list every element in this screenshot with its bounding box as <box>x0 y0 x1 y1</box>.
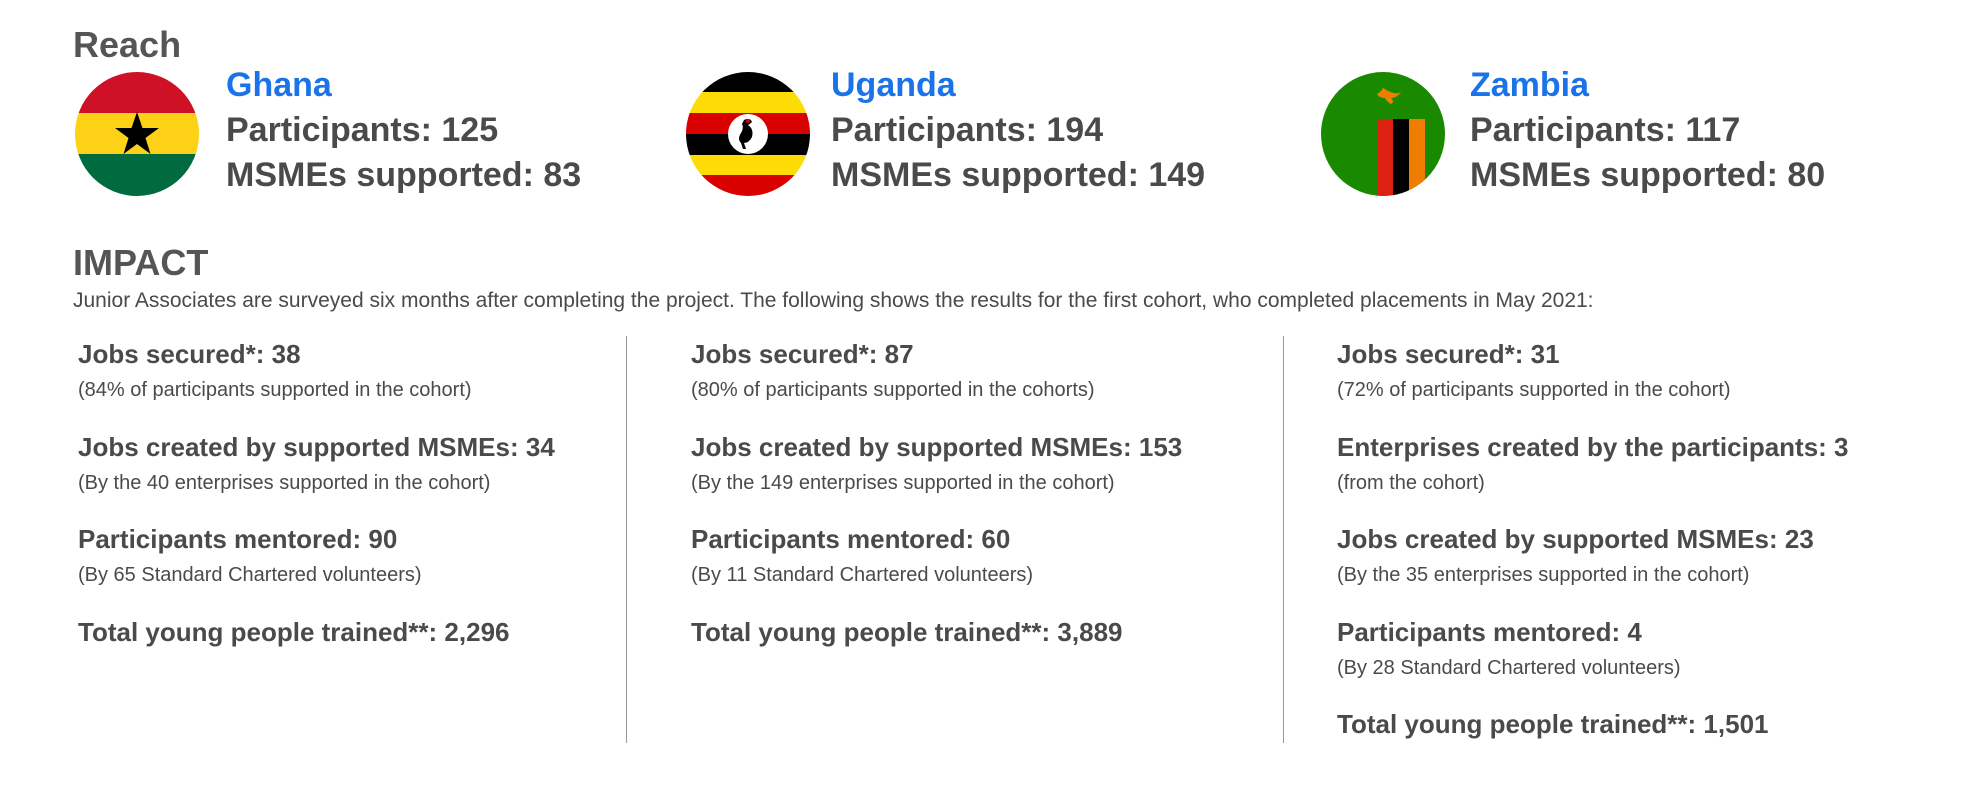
impact-note: (from the cohort) <box>1337 471 1485 494</box>
impact-metric: Jobs created by supported MSMEs: 34 <box>78 431 555 462</box>
impact-metric: Enterprises created by the participants:… <box>1337 431 1849 462</box>
country-name: Zambia <box>1470 66 1590 104</box>
impact-note: (By the 35 enterprises supported in the … <box>1337 564 1750 586</box>
column-divider <box>1283 336 1284 743</box>
participants-count: Participants: 125 <box>226 111 499 149</box>
impact-title: IMPACT <box>73 242 209 283</box>
msmes-supported: MSMEs supported: 149 <box>831 156 1206 194</box>
impact-metric: Participants mentored: 60 <box>691 524 1011 554</box>
impact-metric: Total young people trained**: 3,889 <box>691 616 1123 647</box>
impact-metric: Total young people trained**: 2,296 <box>78 616 510 647</box>
impact-metric: Jobs secured*: 87 <box>691 339 914 369</box>
impact-metric: Jobs secured*: 31 <box>1337 339 1560 369</box>
impact-note: (72% of participants supported in the co… <box>1337 379 1731 401</box>
flag-uganda <box>686 72 810 196</box>
country-name: Ghana <box>226 66 332 104</box>
impact-note: (By 28 Standard Chartered volunteers) <box>1337 656 1681 679</box>
participants-count: Participants: 117 <box>1470 111 1741 149</box>
impact-note: (80% of participants supported in the co… <box>691 379 1095 401</box>
impact-description: Junior Associates are surveyed six month… <box>73 289 1594 312</box>
impact-note: (By the 40 enterprises supported in the … <box>78 471 491 494</box>
msmes-supported: MSMEs supported: 83 <box>226 156 582 194</box>
impact-metric: Jobs created by supported MSMEs: 153 <box>691 431 1183 462</box>
impact-metric: Jobs secured*: 38 <box>78 339 301 369</box>
impact-note: (By 11 Standard Chartered volunteers) <box>691 564 1034 586</box>
impact-note: (By 65 Standard Chartered volunteers) <box>78 564 422 586</box>
impact-metric: Jobs created by supported MSMEs: 23 <box>1337 524 1814 554</box>
msmes-supported: MSMEs supported: 80 <box>1470 156 1826 194</box>
flag-ghana <box>75 72 199 196</box>
reach-title: Reach <box>73 24 182 65</box>
impact-note: (84% of participants supported in the co… <box>78 379 472 401</box>
column-divider <box>626 336 627 743</box>
flag-zambia <box>1321 72 1445 196</box>
impact-metric: Participants mentored: 4 <box>1337 616 1642 647</box>
country-name: Uganda <box>831 66 956 104</box>
impact-note: (By the 149 enterprises supported in the… <box>691 471 1115 494</box>
impact-metric: Participants mentored: 90 <box>78 524 398 554</box>
participants-count: Participants: 194 <box>831 111 1104 149</box>
impact-metric: Total young people trained**: 1,501 <box>1337 709 1769 739</box>
